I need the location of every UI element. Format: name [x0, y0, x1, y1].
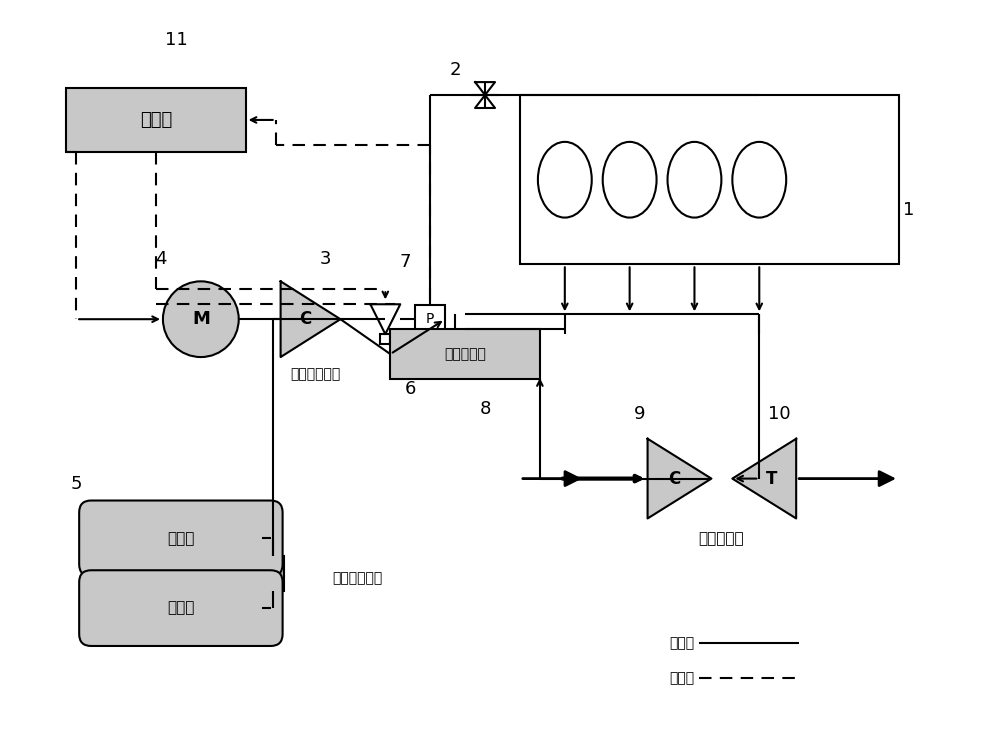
- FancyBboxPatch shape: [66, 88, 246, 153]
- Text: 控制器: 控制器: [140, 111, 172, 129]
- Text: 9: 9: [634, 405, 645, 423]
- Ellipse shape: [732, 142, 786, 217]
- FancyBboxPatch shape: [520, 95, 899, 264]
- FancyBboxPatch shape: [262, 556, 284, 591]
- Text: 1: 1: [903, 201, 915, 219]
- FancyBboxPatch shape: [380, 334, 390, 344]
- Polygon shape: [732, 439, 796, 519]
- Text: M: M: [192, 310, 210, 328]
- Text: 6: 6: [405, 380, 416, 398]
- Text: 气体流: 气体流: [669, 636, 694, 650]
- Text: 8: 8: [479, 400, 491, 418]
- Text: 10: 10: [768, 405, 791, 423]
- Circle shape: [163, 281, 239, 357]
- Text: 进气中冷器: 进气中冷器: [444, 347, 486, 361]
- Text: 4: 4: [155, 251, 167, 269]
- Text: 四回路保护阀: 四回路保护阀: [332, 571, 383, 586]
- Text: 涂轮增压器: 涂轮增压器: [699, 531, 744, 546]
- Text: 11: 11: [165, 31, 187, 49]
- FancyBboxPatch shape: [415, 305, 445, 333]
- FancyBboxPatch shape: [79, 501, 283, 577]
- Text: 2: 2: [449, 61, 461, 79]
- Text: P: P: [426, 312, 434, 326]
- Text: 信号流: 信号流: [669, 671, 694, 685]
- Text: 储气罐: 储气罐: [167, 531, 195, 546]
- FancyBboxPatch shape: [390, 329, 540, 379]
- Text: 3: 3: [320, 251, 331, 269]
- Text: 压缩空气呗嘴: 压缩空气呗嘴: [290, 367, 341, 381]
- Text: C: C: [299, 310, 312, 328]
- Text: 5: 5: [70, 475, 82, 493]
- FancyBboxPatch shape: [79, 570, 283, 646]
- Ellipse shape: [668, 142, 721, 217]
- Ellipse shape: [603, 142, 657, 217]
- Text: 7: 7: [400, 254, 411, 272]
- Ellipse shape: [538, 142, 592, 217]
- Text: T: T: [766, 469, 777, 487]
- Text: C: C: [668, 469, 681, 487]
- Polygon shape: [281, 281, 340, 357]
- Polygon shape: [648, 439, 711, 519]
- Text: 储气罐: 储气罐: [167, 600, 195, 615]
